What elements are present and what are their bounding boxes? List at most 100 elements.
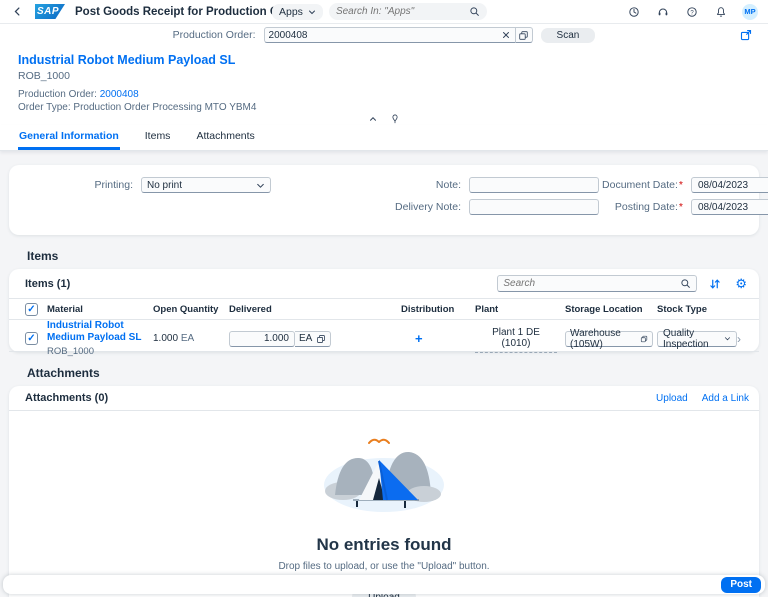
add-distribution-button[interactable]: + xyxy=(415,331,423,346)
printing-value: No print xyxy=(147,179,183,191)
add-a-link-link[interactable]: Add a Link xyxy=(701,392,749,404)
open-in-new-window-button[interactable] xyxy=(740,29,752,41)
support-button[interactable] xyxy=(655,4,671,20)
printing-select[interactable]: No print xyxy=(141,177,271,193)
items-panel-title: Items (1) xyxy=(25,277,71,290)
value-help-icon xyxy=(519,30,528,40)
upload-link[interactable]: Upload xyxy=(656,392,688,404)
app-title: Post Goods Receipt for Production Order xyxy=(75,5,302,18)
pin-icon xyxy=(392,114,398,124)
items-search-field xyxy=(497,275,698,292)
note-label: Note: xyxy=(435,179,461,191)
column-header-open-quantity: Open Quantity xyxy=(153,303,219,315)
shell-search-input[interactable] xyxy=(335,6,469,17)
pin-header-button[interactable] xyxy=(388,112,402,126)
table-row: ✓ Industrial Robot Medium Payload SL ROB… xyxy=(9,320,759,357)
empty-state-title: No entries found xyxy=(316,535,452,554)
sap-logo[interactable]: SAP xyxy=(35,4,65,19)
scan-button[interactable]: Scan xyxy=(540,27,596,43)
value-help-button[interactable] xyxy=(515,27,533,43)
column-header-stock-type: Stock Type xyxy=(657,303,707,315)
storage-location-field[interactable]: Warehouse (105W) xyxy=(565,328,653,350)
document-date-label: Document Date:* xyxy=(602,179,683,191)
clock-icon xyxy=(629,6,639,17)
open-quantity-value: 1.000 EA xyxy=(153,333,195,344)
items-table-header: ✓ Material Open Quantity Delivered Distr… xyxy=(9,298,759,320)
delivered-quantity-input[interactable] xyxy=(229,330,295,347)
delivered-uom-value: EA xyxy=(299,333,313,344)
printing-label: Printing: xyxy=(94,179,133,191)
open-in-new-window-icon xyxy=(740,29,752,41)
posting-date-input[interactable] xyxy=(698,201,768,213)
object-title: Industrial Robot Medium Payload SL xyxy=(18,53,236,67)
attachments-panel-title: Attachments (0) xyxy=(25,392,109,404)
headset-icon xyxy=(658,8,668,15)
help-button[interactable]: ? xyxy=(684,4,700,20)
note-input[interactable] xyxy=(469,177,599,193)
chevron-down-icon xyxy=(308,10,315,14)
column-header-material: Material xyxy=(47,303,83,315)
notifications-button[interactable] xyxy=(713,4,729,20)
stock-type-value: Quality Inspection xyxy=(663,327,709,350)
search-scope-select[interactable]: Apps xyxy=(272,3,323,20)
sap-logo-text: SAP xyxy=(37,6,60,17)
posting-date-label: Posting Date:* xyxy=(614,201,683,213)
delivered-uom-field[interactable]: EA xyxy=(295,330,332,347)
production-order-bar: Production Order: Scan xyxy=(0,24,768,46)
value-help-icon[interactable] xyxy=(640,334,648,344)
value-help-icon[interactable] xyxy=(316,334,326,344)
delivery-note-label: Delivery Note: xyxy=(395,201,461,213)
items-table-card: Items (1) ⚙ ✓ Material Open Quantity Del… xyxy=(9,269,759,357)
document-date-field xyxy=(691,177,768,193)
shell-header: SAP Post Goods Receipt for Production Or… xyxy=(0,0,768,24)
object-header: Industrial Robot Medium Payload SL ROB_1… xyxy=(0,46,768,113)
tab-items[interactable]: Items xyxy=(144,130,171,142)
items-search-input[interactable] xyxy=(503,278,681,289)
table-settings-button[interactable]: ⚙ xyxy=(733,275,749,292)
attachments-empty-state: No entries found Drop files to upload, o… xyxy=(9,410,759,597)
object-order-type: Order Type: Production Order Processing … xyxy=(18,102,257,113)
material-link[interactable]: Industrial Robot Medium Payload SL xyxy=(47,320,142,343)
plant-input[interactable]: Plant 1 DE (1010) xyxy=(475,325,557,353)
bell-icon xyxy=(716,6,726,17)
posting-date-field xyxy=(691,199,768,215)
delivery-note-input[interactable] xyxy=(469,199,599,215)
search-icon[interactable] xyxy=(469,6,480,17)
help-globe-icon: ? xyxy=(687,6,697,17)
object-po-line: Production Order: 2000408 xyxy=(18,89,750,100)
column-header-delivered: Delivered xyxy=(229,303,272,315)
production-order-label: Production Order: xyxy=(172,29,256,41)
avatar[interactable]: MP xyxy=(742,3,758,20)
header-toolbar xyxy=(0,113,768,125)
history-button[interactable] xyxy=(626,4,642,20)
column-header-plant: Plant xyxy=(475,303,499,315)
tab-bar: General Information Items Attachments xyxy=(0,125,768,151)
select-all-checkbox[interactable]: ✓ xyxy=(25,302,38,316)
document-date-input[interactable] xyxy=(698,179,768,191)
svg-text:?: ? xyxy=(690,10,694,16)
stock-type-select[interactable]: Quality Inspection xyxy=(657,327,737,350)
chevron-left-icon xyxy=(14,7,20,16)
tab-attachments[interactable]: Attachments xyxy=(196,130,255,142)
post-button[interactable]: Post xyxy=(721,576,761,593)
tab-general-information[interactable]: General Information xyxy=(18,125,120,150)
gear-icon: ⚙ xyxy=(735,276,747,291)
avatar-initials: MP xyxy=(744,7,756,16)
attachments-section-title: Attachments xyxy=(27,366,100,380)
clear-icon[interactable] xyxy=(501,30,511,40)
chevron-down-icon xyxy=(724,337,731,341)
object-po-link[interactable]: 2000408 xyxy=(99,89,139,100)
back-button[interactable] xyxy=(10,4,25,19)
sort-icon xyxy=(710,278,721,289)
production-order-input[interactable] xyxy=(268,29,501,41)
shell-search xyxy=(328,3,487,20)
row-checkbox[interactable]: ✓ xyxy=(25,332,38,345)
collapse-header-button[interactable] xyxy=(366,112,380,126)
empty-state-text: Drop files to upload, or use the "Upload… xyxy=(278,561,490,572)
search-icon[interactable] xyxy=(680,278,691,289)
sort-button[interactable] xyxy=(707,276,723,292)
chevron-up-icon xyxy=(370,117,376,121)
object-subtitle: ROB_1000 xyxy=(18,70,70,82)
items-section-title: Items xyxy=(27,249,59,263)
row-navigation-chevron[interactable]: › xyxy=(737,331,741,346)
